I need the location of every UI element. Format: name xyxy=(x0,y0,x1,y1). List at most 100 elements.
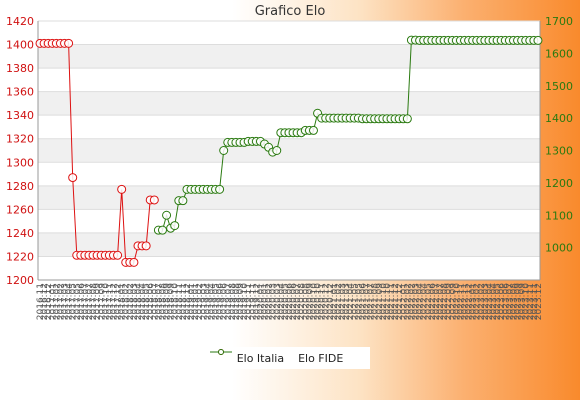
x-tick-label: 2022.02 xyxy=(403,283,413,320)
x-tick-label: 2020.10 xyxy=(309,283,319,320)
x-tick-label: 2020.12 xyxy=(322,283,332,320)
x-tick-label: 2022.12 xyxy=(465,283,475,320)
x-tick-label: 2017.05 xyxy=(69,283,79,320)
data-point xyxy=(162,210,172,220)
x-tick-label: 2020.06 xyxy=(285,283,295,320)
left-tick-label: 1280 xyxy=(6,180,34,193)
x-tick-label: 2023.10 xyxy=(522,283,532,320)
left-tick-label: 1380 xyxy=(6,62,34,75)
grid-band xyxy=(38,232,540,257)
x-tick-label: 2020.03 xyxy=(273,283,283,320)
x-tick-label: 2023.08 xyxy=(509,283,519,320)
x-tick-label: 2022.11 xyxy=(460,283,470,320)
x-tick-label: 2019.04 xyxy=(203,283,213,320)
x-tick-label: 2022.09 xyxy=(448,283,458,320)
left-tick-label: 1320 xyxy=(6,133,34,146)
legend-label-italia: Elo Italia xyxy=(236,351,285,365)
x-tick-label: 2018.09 xyxy=(167,283,177,320)
right-tick-label: 1000 xyxy=(545,242,573,255)
left-tick-label: 1260 xyxy=(6,203,34,216)
chart-legend: Elo Italia Elo FIDE xyxy=(210,347,370,369)
data-point xyxy=(129,257,139,267)
x-tick-label: 2021.02 xyxy=(334,283,344,320)
x-tick-label: 2017.02 xyxy=(52,283,62,320)
data-point xyxy=(64,38,74,48)
x-tick-label: 2019.11 xyxy=(248,283,258,320)
left-tick-label: 1420 xyxy=(6,15,34,28)
x-tick-label: 2020.11 xyxy=(318,283,328,320)
grid-band xyxy=(38,138,540,163)
x-tick-label: 2019.08 xyxy=(228,283,238,320)
x-tick-label: 2020.12 xyxy=(326,283,336,320)
x-tick-label: 2021.10 xyxy=(383,283,393,320)
x-tick-label: 2022.03 xyxy=(412,283,422,320)
x-tick-label: 2017.01 xyxy=(48,283,58,320)
x-tick-label: 2017.07 xyxy=(81,283,91,320)
x-tick-label: 2021.07 xyxy=(367,283,377,320)
right-tick-label: 1700 xyxy=(545,15,573,28)
x-tick-label: 2021.10 xyxy=(379,283,389,320)
x-tick-label: 2018.04 xyxy=(134,283,144,320)
x-tick-label: 2019.08 xyxy=(232,283,242,320)
right-tick-label: 1600 xyxy=(545,47,573,60)
right-tick-label: 1500 xyxy=(545,80,573,93)
left-tick-label: 1240 xyxy=(6,227,34,240)
x-tick-label: 2016.12 xyxy=(40,283,50,320)
x-tick-label: 2023.05 xyxy=(493,283,503,320)
x-tick-label: 2018.06 xyxy=(146,283,156,320)
x-tick-label: 2021.03 xyxy=(342,283,352,320)
x-tick-label: 2023.02 xyxy=(473,283,483,320)
x-tick-label: 2020.03 xyxy=(269,283,279,320)
x-tick-label: 2018.11 xyxy=(175,283,185,320)
x-tick-label: 2020.02 xyxy=(265,283,275,320)
x-tick-label: 2023.12 xyxy=(534,283,544,320)
x-tick-label: 2023.04 xyxy=(485,283,495,320)
data-point xyxy=(117,184,127,194)
x-tick-label: 2021.12 xyxy=(391,283,401,320)
x-tick-label: 2019.10 xyxy=(240,283,250,320)
x-tick-label: 2023.02 xyxy=(477,283,487,320)
left-tick-label: 1300 xyxy=(6,156,34,169)
grid-band xyxy=(38,44,540,69)
x-tick-label: 2018.10 xyxy=(171,283,181,320)
legend-swatch-fide xyxy=(210,349,232,355)
x-tick-label: 2023.01 xyxy=(469,283,479,320)
x-tick-label: 2023.09 xyxy=(514,283,524,320)
x-tick-label: 2022.11 xyxy=(456,283,466,320)
x-tick-label: 2019.07 xyxy=(224,283,234,320)
x-tick-label: 2020.07 xyxy=(293,283,303,320)
x-tick-label: 2019.04 xyxy=(207,283,217,320)
x-tick-label: 2021.12 xyxy=(395,283,405,320)
x-tick-label: 2022.06 xyxy=(428,283,438,320)
left-tick-label: 1400 xyxy=(6,39,34,52)
x-tick-label: 2022.09 xyxy=(444,283,454,320)
data-point xyxy=(178,196,188,206)
x-tick-label: 2021.09 xyxy=(375,283,385,320)
x-tick-label: 2018.02 xyxy=(126,283,136,320)
x-tick-label: 2019.12 xyxy=(252,283,262,320)
data-point xyxy=(157,225,167,235)
x-tick-label: 2020.04 xyxy=(277,283,287,320)
x-tick-label: 2020.05 xyxy=(281,283,291,320)
x-tick-label: 2021.08 xyxy=(371,283,381,320)
left-tick-label: 1340 xyxy=(6,109,34,122)
x-tick-label: 2017.12 xyxy=(114,283,124,320)
x-tick-label: 2018.11 xyxy=(179,283,189,320)
x-tick-label: 2018.05 xyxy=(142,283,152,320)
x-tick-label: 2020.09 xyxy=(305,283,315,320)
x-tick-label: 2017.02 xyxy=(56,283,66,320)
x-tick-label: 2020.10 xyxy=(314,283,324,320)
left-tick-label: 1200 xyxy=(6,274,34,287)
x-tick-label: 2023.11 xyxy=(526,283,536,320)
x-tick-label: 2021.05 xyxy=(354,283,364,320)
x-tick-label: 2019.02 xyxy=(195,283,205,320)
x-tick-label: 2021.01 xyxy=(330,283,340,320)
x-tick-label: 2021.06 xyxy=(358,283,368,320)
x-tick-label: 2023.04 xyxy=(489,283,499,320)
data-point xyxy=(308,125,318,135)
x-tick-label: 2022.07 xyxy=(432,283,442,320)
chart-title: Grafico Elo xyxy=(254,4,326,19)
x-tick-label: 2018.07 xyxy=(154,283,164,320)
